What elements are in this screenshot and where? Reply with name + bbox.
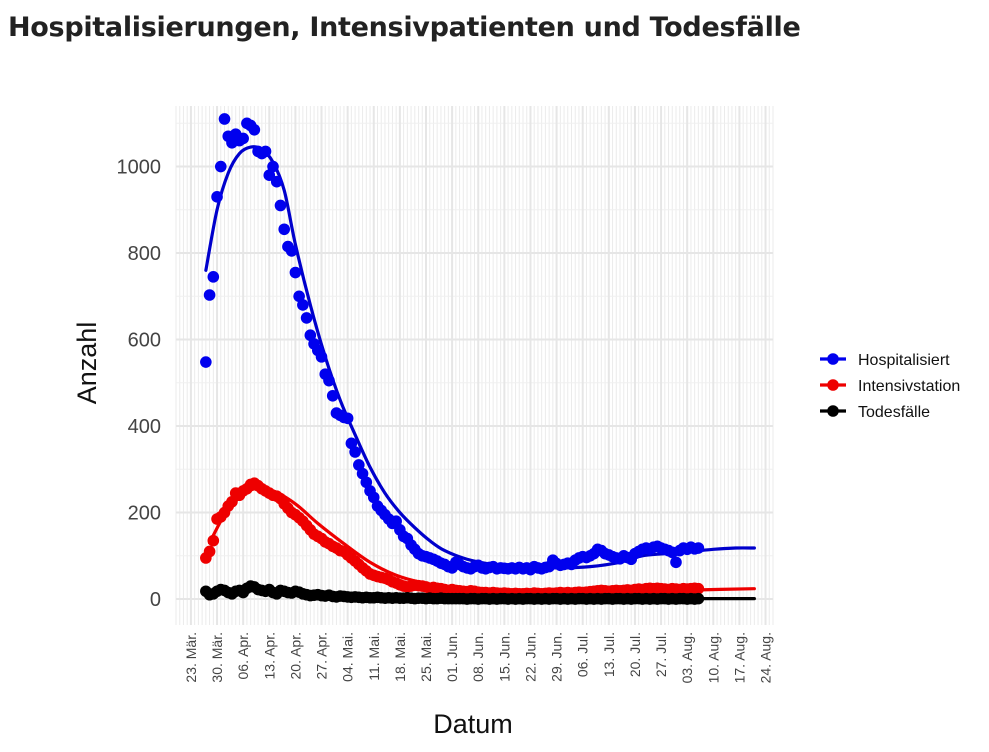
data-point-hospitalisiert [360,476,373,489]
x-tick-label: 17. Aug. [731,632,747,683]
data-point-hospitalisiert [304,329,317,342]
legend-item: Intensivstation [820,378,960,395]
x-tick-labels: 23. Mär. 30. Mär. 06. Apr. 13. Apr. 20. Apr.… [183,632,774,683]
x-tick-label: 27. Apr. [314,632,330,679]
y-tick-label: 0 [150,589,161,611]
data-point-todesfälle [692,592,705,605]
x-tick-label: 25. Mai. [418,632,434,682]
data-point-intensivstation [692,582,705,595]
data-point-hospitalisiert [237,132,249,145]
x-tick-label: 30. Mär. [209,632,225,683]
x-tick-label: 22. Jun. [522,632,538,682]
data-point-hospitalisiert [297,299,309,311]
x-tick-label: 04. Mai. [340,632,356,682]
x-tick-label: 06. Apr. [235,632,251,679]
legend-key-point [827,379,839,391]
legend-label: Hospitalisiert [858,352,950,369]
legend-item: Todesfälle [820,404,930,421]
data-point-hospitalisiert [349,446,361,458]
chart-title: Hospitalisierungen, Intensivpatienten un… [8,12,801,43]
legend-label: Todesfälle [858,404,930,421]
data-point-hospitalisiert [207,271,220,283]
x-tick-label: 11. Mai. [366,632,382,681]
x-tick-label: 15. Jun. [496,632,512,682]
data-point-hospitalisiert [214,160,227,173]
data-point-hospitalisiert [315,351,328,363]
x-tick-label: 20. Apr. [287,632,303,679]
y-tick-label: 200 [128,503,161,525]
y-tick-label: 600 [128,330,161,352]
legend: Hospitalisiert Intensivstation Todesfälle [820,352,960,421]
x-tick-label: 24. Aug. [758,632,774,683]
x-tick-label: 03. Aug. [679,632,695,683]
legend-key-point [827,353,839,365]
x-tick-label: 01. Jun. [444,632,460,682]
x-tick-label: 10. Aug. [705,632,721,683]
data-point-hospitalisiert [263,169,276,181]
data-point-hospitalisiert [259,145,272,158]
data-point-hospitalisiert [267,160,279,173]
data-point-intensivstation [203,545,216,558]
data-point-hospitalisiert [270,175,283,188]
y-tick-label: 800 [128,243,161,265]
data-point-hospitalisiert [218,113,231,125]
x-tick-label: 23. Mär. [183,632,199,683]
data-point-hospitalisiert [326,389,339,402]
legend-key-point [827,405,839,417]
data-point-hospitalisiert [300,312,313,324]
data-point-hospitalisiert [278,223,291,236]
x-tick-label: 29. Jun. [549,632,565,682]
data-point-hospitalisiert [274,199,287,212]
data-point-hospitalisiert [200,356,212,368]
data-point-hospitalisiert [353,459,365,471]
legend-label: Intensivstation [858,378,960,395]
data-point-hospitalisiert [367,491,380,504]
data-point-hospitalisiert [293,290,305,303]
x-tick-label: 08. Jun. [470,632,486,682]
x-tick-label: 06. Jul. [575,632,591,677]
x-axis-title: Datum [433,709,513,739]
y-tick-labels: 0 200 400 600 800 1000 [117,157,162,611]
x-tick-label: 20. Jul. [627,632,643,677]
data-point-hospitalisiert [211,191,223,203]
data-point-intensivstation [207,534,220,547]
data-point-hospitalisiert [341,412,354,425]
x-tick-label: 18. Mai. [392,632,408,682]
data-point-hospitalisiert [203,289,216,301]
data-points [200,113,705,605]
y-tick-label: 1000 [117,157,162,179]
x-tick-label: 13. Jul. [601,632,617,677]
x-tick-label: 13. Apr. [261,632,277,679]
y-axis-title: Anzahl [72,322,102,405]
data-point-hospitalisiert [248,123,261,136]
data-point-intensivstation [226,495,238,508]
data-point-hospitalisiert [345,437,358,450]
data-point-hospitalisiert [356,467,369,480]
data-point-hospitalisiert [285,245,298,257]
x-tick-label: 27. Jul. [653,632,669,677]
data-point-hospitalisiert [692,542,705,554]
data-point-hospitalisiert [289,266,302,279]
y-tick-label: 400 [128,416,161,438]
data-point-hospitalisiert [390,515,402,527]
legend-item: Hospitalisiert [820,352,950,369]
data-point-hospitalisiert [670,556,682,569]
data-point-hospitalisiert [323,374,335,387]
